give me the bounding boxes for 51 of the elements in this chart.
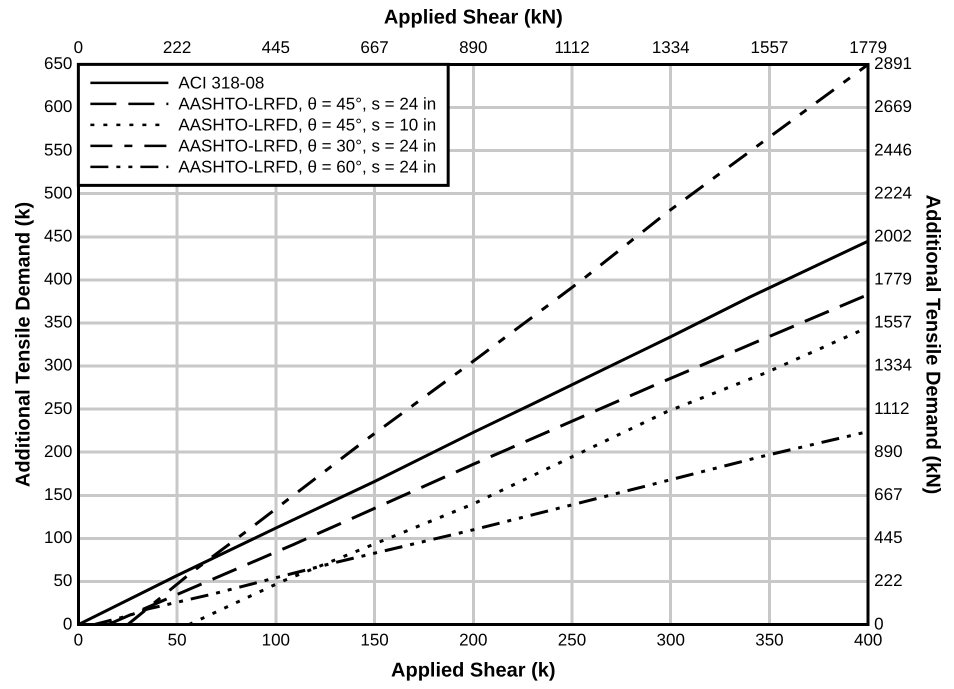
x2-tick-label: 667 — [360, 38, 389, 57]
legend-label: AASHTO-LRFD, θ = 45°, s = 24 in — [178, 94, 436, 114]
x-tick-label: 50 — [168, 630, 187, 650]
y2-tick-label: 890 — [874, 442, 903, 461]
y-tick-label: 550 — [44, 140, 72, 160]
y-tick-label: 100 — [44, 528, 72, 548]
y-tick-label: 50 — [53, 571, 72, 590]
y-tick-label: 300 — [44, 356, 72, 375]
x-tick-label: 100 — [262, 630, 290, 650]
y2-tick-label: 1112 — [874, 398, 910, 418]
x-tick-label: 350 — [755, 630, 784, 650]
x-tick-label: 300 — [656, 630, 685, 650]
x-axis-title: Applied Shear (k) — [391, 660, 556, 682]
x2-tick-label: 1334 — [652, 38, 690, 57]
y-axis-title: Additional Tensile Demand (k) — [12, 202, 35, 488]
y-tick-label: 150 — [44, 485, 72, 504]
y2-tick-label: 667 — [874, 485, 903, 504]
y-tick-label: 650 — [44, 54, 72, 74]
y-tick-label: 500 — [44, 183, 72, 202]
y2-tick-label: 1334 — [874, 356, 912, 375]
y2-tick-label: 222 — [874, 571, 903, 590]
y2-tick-label: 1557 — [874, 312, 912, 332]
y2-tick-label: 2891 — [874, 54, 912, 74]
y-tick-label: 0 — [62, 614, 72, 634]
legend-label: AASHTO-LRFD, θ = 45°, s = 10 in — [178, 116, 436, 135]
y2-tick-label: 2002 — [874, 226, 912, 246]
x2-tick-label: 1779 — [849, 38, 888, 57]
x2-tick-label: 1557 — [750, 38, 788, 57]
legend-label: AASHTO-LRFD, θ = 60°, s = 24 in — [178, 158, 436, 177]
y-tick-label: 400 — [44, 270, 72, 289]
y2-tick-label: 1779 — [874, 270, 912, 289]
y-tick-label: 450 — [44, 226, 72, 246]
y-tick-label: 200 — [44, 442, 72, 461]
y2-tick-label: 2446 — [874, 140, 912, 160]
x2-tick-label: 1112 — [554, 38, 590, 57]
y2-tick-label: 445 — [874, 528, 903, 548]
legend-label: AASHTO-LRFD, θ = 30°, s = 24 in — [178, 136, 436, 156]
y-tick-label: 250 — [44, 398, 72, 418]
x-tick-label: 200 — [459, 630, 488, 650]
x2-tick-label: 222 — [162, 38, 192, 57]
x-tick-label: 150 — [360, 630, 389, 650]
x2-axis-title: Applied Shear (kN) — [384, 6, 563, 29]
y2-tick-label: 2224 — [874, 183, 912, 202]
x2-tick-label: 445 — [262, 38, 290, 57]
legend-label: ACI 318-08 — [178, 74, 264, 93]
y-tick-label: 350 — [44, 312, 72, 332]
y2-tick-label: 2669 — [874, 97, 912, 116]
x-tick-label: 250 — [558, 630, 586, 650]
y-tick-label: 600 — [44, 97, 72, 116]
x2-tick-label: 890 — [459, 38, 488, 57]
y2-axis-title: Additional Tensile Demand (kN) — [921, 194, 944, 494]
